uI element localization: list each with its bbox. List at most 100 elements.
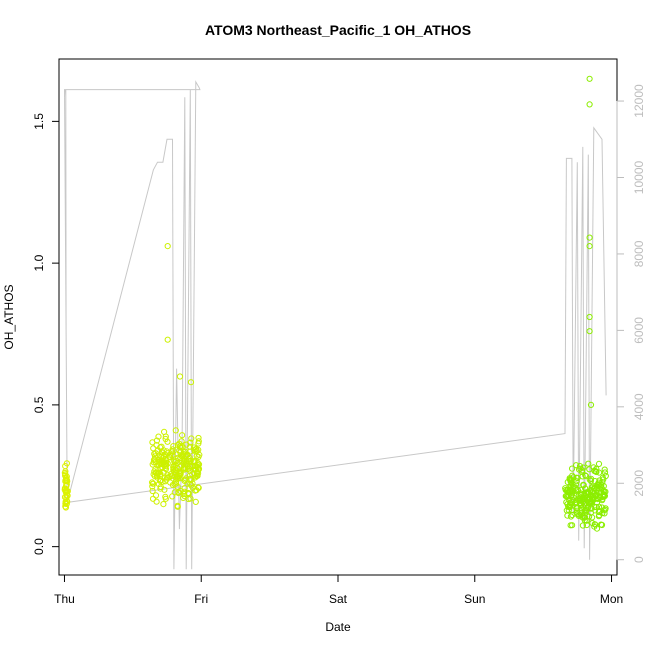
secondary-y-tick-label: 8000 — [632, 240, 646, 267]
data-point — [149, 479, 156, 486]
data-point — [155, 433, 162, 440]
data-points — [61, 75, 609, 532]
data-point — [595, 460, 603, 467]
data-point — [181, 477, 188, 484]
data-point — [149, 483, 156, 490]
data-point — [170, 462, 177, 469]
data-point — [599, 510, 606, 517]
data-point — [587, 477, 595, 484]
data-point — [602, 505, 609, 512]
data-point — [583, 506, 590, 513]
data-point — [175, 489, 182, 496]
data-point — [586, 328, 593, 335]
data-point — [595, 513, 603, 520]
data-point — [62, 498, 69, 505]
data-point — [150, 480, 157, 487]
data-point — [578, 504, 585, 511]
data-point — [582, 473, 590, 480]
data-point — [149, 439, 156, 446]
data-point — [174, 503, 181, 510]
secondary-y-tick-label: 2000 — [632, 470, 646, 497]
data-point — [163, 459, 170, 466]
data-point — [581, 501, 588, 508]
data-point — [181, 485, 188, 492]
data-point — [575, 512, 582, 520]
data-point — [171, 489, 178, 496]
data-point — [580, 464, 587, 471]
data-point — [192, 466, 199, 473]
data-point — [161, 486, 168, 493]
data-point — [179, 459, 186, 466]
secondary-y-tick-label: 6000 — [632, 317, 646, 344]
data-point — [195, 484, 202, 491]
data-point — [173, 475, 180, 482]
data-point — [586, 101, 593, 108]
data-point — [149, 461, 156, 468]
data-point — [157, 472, 164, 479]
data-point — [62, 504, 70, 511]
data-point — [178, 453, 185, 460]
data-point — [170, 443, 177, 450]
altitude-line-path — [63, 80, 607, 570]
data-point — [564, 512, 571, 519]
data-point — [187, 481, 194, 488]
data-point — [580, 495, 588, 502]
data-point — [576, 463, 584, 470]
y-tick-label: 0.5 — [32, 396, 46, 413]
data-point — [586, 313, 593, 321]
data-point — [164, 243, 171, 250]
data-point — [61, 469, 69, 477]
data-point — [577, 502, 585, 509]
data-point — [180, 464, 188, 471]
x-tick-label: Mon — [600, 592, 623, 606]
data-point — [63, 460, 71, 467]
data-point — [164, 336, 171, 343]
data-point — [601, 469, 609, 476]
data-point — [185, 489, 192, 497]
data-point — [590, 464, 597, 471]
data-point — [181, 488, 188, 495]
data-point — [598, 481, 605, 488]
data-point — [177, 444, 184, 451]
data-point — [186, 454, 193, 461]
data-point — [579, 522, 587, 529]
x-tick-label: Thu — [54, 592, 75, 606]
data-point — [569, 522, 576, 529]
data-point — [587, 401, 595, 408]
data-point — [188, 435, 195, 442]
data-point — [586, 243, 593, 250]
y-tick-label: 0.0 — [32, 538, 46, 555]
data-point — [562, 485, 569, 492]
data-point — [588, 486, 595, 493]
x-tick-label: Sun — [464, 592, 485, 606]
data-point — [569, 465, 576, 472]
data-point — [162, 435, 169, 443]
data-point — [176, 373, 184, 380]
data-point — [585, 460, 592, 467]
data-point — [567, 513, 575, 520]
data-point — [191, 447, 198, 454]
data-point — [160, 501, 167, 508]
data-point — [573, 462, 580, 469]
axes: 0.0 0.5 1.0 1.5 0 2000 4000 6000 8000 10000 12000 T… — [32, 84, 646, 606]
data-point — [589, 514, 596, 521]
data-point — [187, 443, 194, 450]
data-point — [166, 453, 173, 460]
data-point — [578, 490, 585, 497]
data-point — [162, 457, 169, 464]
y-axis-label: OH_ATHOS — [2, 284, 16, 349]
chart-title: ATOM3 Northeast_Pacific_1 OH_ATHOS — [205, 22, 471, 38]
data-point — [577, 465, 584, 472]
data-point — [195, 438, 202, 445]
data-point — [63, 473, 70, 480]
secondary-y-tick-label: 0 — [632, 556, 646, 563]
data-point — [193, 473, 200, 480]
data-point — [155, 456, 162, 463]
data-point — [192, 448, 199, 455]
altitude-line — [63, 80, 607, 570]
data-point — [152, 470, 159, 477]
x-axis-label: Date — [325, 620, 351, 634]
data-point — [583, 521, 590, 529]
data-point — [176, 469, 183, 476]
data-point — [572, 481, 580, 488]
